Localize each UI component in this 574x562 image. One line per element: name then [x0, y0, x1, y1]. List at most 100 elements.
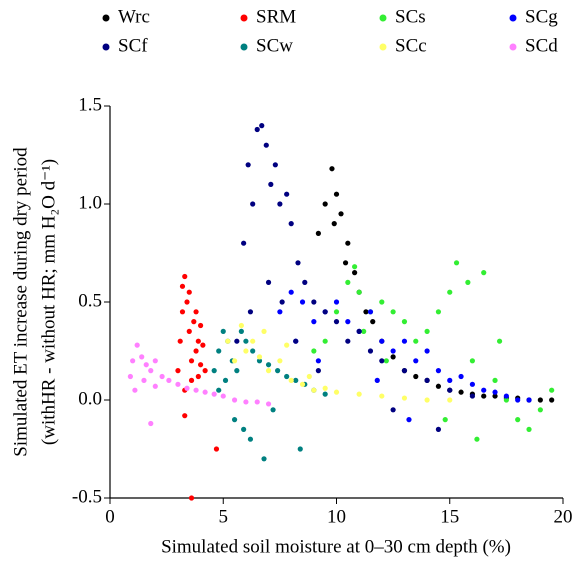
- point: [222, 377, 229, 383]
- point: [182, 413, 188, 419]
- point: [250, 201, 256, 207]
- point: [453, 260, 460, 266]
- point: [299, 381, 306, 387]
- point: [284, 373, 290, 380]
- point: [424, 348, 430, 354]
- point: [148, 368, 154, 374]
- point: [315, 358, 321, 364]
- point: [361, 328, 367, 334]
- point: [435, 368, 442, 374]
- point: [435, 426, 442, 432]
- legend-label: SCf: [118, 35, 148, 56]
- point: [537, 407, 543, 413]
- point: [322, 309, 328, 315]
- point: [363, 309, 369, 315]
- point: [127, 373, 133, 380]
- point: [186, 289, 192, 295]
- point: [175, 368, 181, 374]
- point: [152, 358, 158, 364]
- point: [370, 319, 376, 325]
- point: [256, 358, 263, 364]
- point: [265, 368, 272, 374]
- point: [390, 348, 396, 354]
- point: [213, 446, 220, 452]
- legend-marker: [240, 43, 248, 51]
- point: [193, 348, 199, 354]
- point: [401, 319, 408, 325]
- point: [333, 309, 340, 315]
- point: [259, 123, 265, 129]
- point: [302, 279, 308, 285]
- point: [537, 397, 543, 403]
- point: [526, 397, 532, 403]
- point: [322, 201, 328, 207]
- point: [367, 348, 374, 354]
- point: [293, 338, 299, 344]
- point: [182, 273, 188, 280]
- point: [481, 270, 487, 276]
- x-tick-label: 20: [554, 506, 573, 527]
- point: [277, 201, 283, 207]
- legend-label: SCd: [525, 35, 558, 56]
- x-tick-label: 0: [105, 506, 115, 527]
- point: [216, 348, 222, 354]
- point: [184, 299, 190, 305]
- point: [311, 348, 317, 354]
- point: [270, 407, 276, 413]
- point: [465, 279, 471, 285]
- point: [383, 358, 389, 364]
- point: [356, 328, 362, 334]
- point: [333, 191, 340, 197]
- legend-label: Wrc: [118, 6, 150, 27]
- point: [447, 289, 453, 295]
- point: [306, 373, 312, 380]
- point: [188, 495, 195, 501]
- point: [322, 338, 328, 344]
- point: [198, 362, 204, 368]
- point: [315, 368, 321, 374]
- point: [458, 373, 464, 380]
- point: [191, 319, 197, 325]
- point: [288, 289, 294, 295]
- point: [496, 338, 503, 344]
- point: [333, 319, 340, 325]
- point: [322, 391, 328, 397]
- point: [492, 393, 498, 399]
- point: [234, 338, 240, 344]
- legend-label: SCw: [256, 35, 293, 56]
- point: [311, 299, 317, 305]
- point: [458, 389, 464, 395]
- point: [279, 299, 285, 305]
- point: [241, 240, 247, 246]
- point: [469, 393, 475, 399]
- point: [288, 377, 294, 383]
- point: [401, 368, 408, 374]
- point: [333, 389, 340, 395]
- point: [333, 299, 340, 305]
- point: [139, 354, 145, 360]
- point: [175, 381, 181, 387]
- point: [413, 373, 419, 380]
- point: [263, 142, 269, 148]
- legend-label: SCg: [525, 6, 558, 27]
- point: [442, 417, 448, 423]
- point: [195, 338, 201, 344]
- point: [202, 389, 208, 395]
- point: [435, 383, 442, 389]
- point: [503, 397, 509, 403]
- x-tick-label: 15: [440, 506, 459, 527]
- legend-marker: [240, 14, 248, 22]
- point: [331, 221, 337, 227]
- point: [211, 368, 217, 374]
- point: [141, 377, 147, 383]
- point: [243, 399, 249, 405]
- x-tick-label: 10: [327, 506, 346, 527]
- point: [245, 162, 251, 168]
- point: [166, 377, 172, 383]
- point: [220, 328, 226, 334]
- point: [469, 358, 475, 364]
- point: [152, 383, 158, 389]
- point: [503, 393, 509, 399]
- point: [195, 373, 201, 380]
- point: [352, 270, 358, 276]
